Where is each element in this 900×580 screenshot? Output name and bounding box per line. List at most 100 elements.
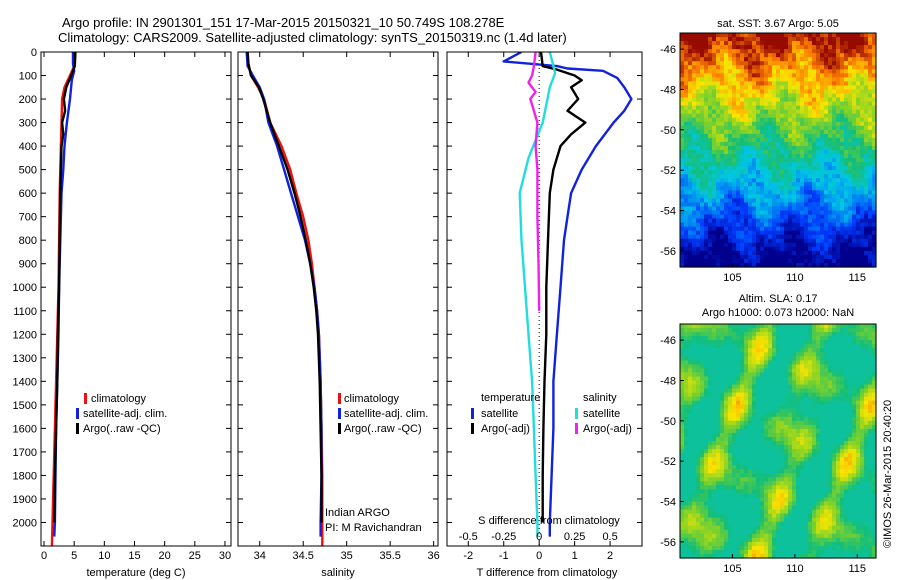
sst-map-cell	[760, 174, 765, 179]
sst-map-cell	[760, 178, 765, 183]
sla-map-cell	[828, 465, 833, 470]
sla-map-cell	[712, 473, 717, 478]
sla-map-cell	[748, 384, 753, 390]
sla-map-cell	[720, 384, 725, 390]
sla-map-cell	[852, 432, 857, 438]
sla-map-cell	[868, 465, 873, 470]
sst-map-cell	[696, 61, 701, 66]
sst-map-cell	[752, 190, 757, 195]
sst-map-cell	[776, 206, 781, 212]
sst-map-cell	[816, 234, 821, 240]
sst-map-cell	[856, 194, 861, 200]
sst-map-cell	[788, 186, 793, 191]
sst-map-cell	[720, 37, 725, 42]
sst-map-cell	[696, 234, 701, 240]
sla-map-cell	[868, 400, 873, 406]
sst-map-cell	[708, 97, 713, 103]
sla-map-cell	[812, 392, 817, 398]
sla-map-cell	[688, 400, 693, 406]
sst-map-cell	[828, 162, 833, 167]
sla-map-cell	[688, 364, 693, 369]
sla-map-cell	[816, 445, 821, 450]
sst-map-cell	[828, 77, 833, 83]
sst-map-cell	[736, 198, 741, 204]
sst-map-cell	[840, 129, 845, 135]
sst-map-cell	[808, 89, 813, 95]
sst-map-cell	[796, 154, 801, 159]
sst-map-cell	[804, 41, 809, 46]
sst-map-cell	[792, 182, 797, 187]
sst-map-cell	[852, 117, 857, 123]
sla-map-cell	[716, 469, 721, 474]
sst-map-cell	[748, 101, 753, 107]
sla-map-cell	[696, 368, 701, 374]
sst-map-cell	[696, 214, 701, 220]
sla-map-cell	[784, 348, 789, 353]
sst-map-cell	[828, 133, 833, 139]
sst-map-cell	[868, 218, 873, 224]
sla-map-cell	[768, 461, 773, 466]
sst-map-cell	[868, 238, 873, 244]
sst-map-cell	[812, 158, 817, 163]
difference-x-tick-label: 2	[607, 550, 613, 562]
sst-map-cell	[816, 166, 821, 171]
sla-map-cell	[724, 461, 729, 466]
legend-title-salinity: salinity	[583, 392, 617, 404]
sla-map-cell	[832, 424, 837, 430]
sst-map-cell	[704, 105, 709, 111]
sla-map-cell	[860, 396, 865, 402]
sla-map-cell	[768, 420, 773, 426]
sst-map-cell	[840, 222, 845, 228]
sst-map-cell	[824, 113, 829, 119]
sla-map-cell	[844, 336, 849, 341]
sla-map-cell	[852, 465, 857, 470]
sla-map-cell	[772, 364, 777, 369]
temperature-x-tick-label: 0	[41, 550, 47, 562]
sla-map-cell	[852, 461, 857, 466]
sst-map-cell	[832, 194, 837, 200]
sst-map-cell	[744, 125, 749, 131]
sst-map-cell	[820, 65, 825, 70]
sst-map-cell	[780, 238, 785, 244]
sla-map-cell	[744, 388, 749, 394]
sst-map-cell	[740, 234, 745, 240]
salinity-legend: climatology satellite-adj. clim. Argo(..…	[338, 393, 428, 435]
sst-map-cell	[728, 93, 733, 99]
sst-map-cell	[760, 121, 765, 127]
sst-map-cell	[788, 242, 793, 248]
sst-map-cell	[860, 73, 865, 78]
sst-map-cell	[840, 61, 845, 66]
sla-map-cell	[804, 348, 809, 353]
sla-map-cell	[704, 340, 709, 345]
sla-map-cell	[776, 368, 781, 374]
sla-map-cell	[740, 340, 745, 345]
sla-map-cell	[848, 404, 853, 410]
salinity-x-tick-label: 36	[428, 550, 440, 562]
sst-map-cell	[816, 150, 821, 155]
sla-map-cell	[700, 461, 705, 466]
sla-map-cell	[860, 340, 865, 345]
sla-map-cell	[728, 445, 733, 450]
sst-map-cell	[716, 190, 721, 195]
sla-map-cell	[872, 424, 877, 430]
sst-map-cell	[812, 230, 817, 236]
sla-map-cell	[688, 408, 693, 414]
sst-map-cell	[700, 85, 705, 91]
sla-map-cell	[704, 348, 709, 353]
sla-map-cell	[744, 424, 749, 430]
sst-map-cell	[768, 230, 773, 236]
sst-map-cell	[724, 65, 729, 70]
sla-map-cell	[680, 453, 685, 458]
sst-map-cell	[856, 182, 861, 187]
sla-map-cell	[780, 473, 785, 478]
sst-map-cell	[856, 254, 861, 260]
sst-map-cell	[780, 145, 785, 151]
sst-map-cell	[764, 125, 769, 131]
sst-map-cell	[712, 262, 717, 268]
sst-map-cell	[692, 77, 697, 83]
sst-map-cell	[796, 194, 801, 200]
sla-map-cell	[752, 445, 757, 450]
sla-map-cell	[816, 436, 821, 442]
sst-map-cell	[764, 238, 769, 244]
sst-map-cell	[776, 154, 781, 159]
